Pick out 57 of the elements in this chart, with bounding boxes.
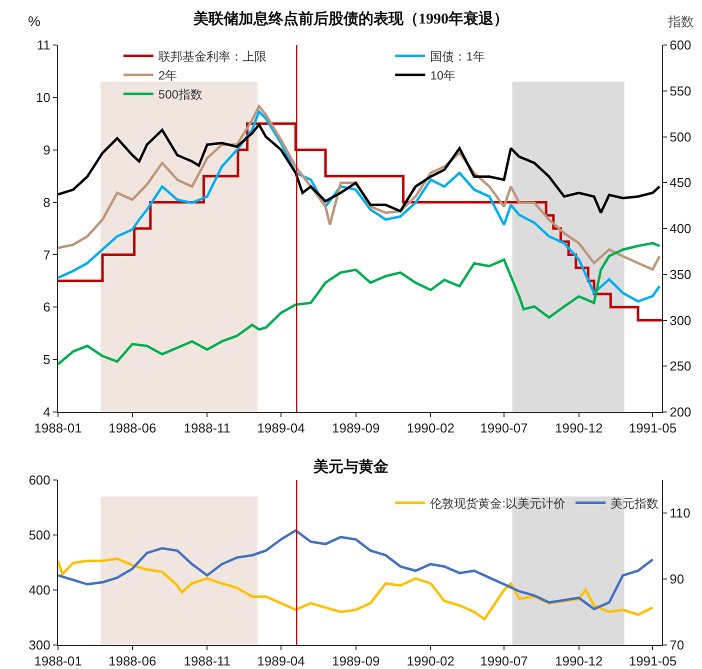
y-tick-label: 11 [36, 38, 50, 53]
line-series [58, 123, 661, 214]
y-tick-label: 10 [36, 90, 50, 105]
x-tick-label: 1991-05 [628, 420, 677, 436]
legend-label: 联邦基金利率：上限 [158, 50, 266, 64]
x-tick-label: 1989-09 [332, 420, 380, 436]
y-tick-label: 6 [43, 300, 50, 315]
x-tick-label: 1988-06 [108, 420, 156, 436]
y-tick-label: 5 [43, 352, 50, 368]
chart-title: 美元与黄金 [312, 457, 388, 476]
y-tick-label: 500 [28, 528, 50, 543]
chart-title: 美联储加息终点前后股债的表现（1990年衰退） [192, 9, 508, 28]
y2-axis-title: 指数 [667, 14, 694, 29]
x-tick-label: 1988-01 [34, 654, 82, 669]
y-tick-label: 7 [43, 247, 50, 262]
y2-tick-label: 400 [670, 221, 692, 236]
line-series [58, 529, 654, 610]
legend-label: 2年 [158, 68, 178, 83]
y2-tick-label: 90 [670, 572, 684, 587]
legend-label: 国债：1年 [430, 50, 485, 64]
y2-tick-label: 250 [670, 358, 692, 374]
line-series [58, 242, 661, 366]
x-tick-label: 1989-09 [332, 654, 380, 669]
y-tick-label: 600 [28, 472, 50, 488]
y2-tick-label: 110 [670, 506, 690, 521]
x-tick-label: 1990-07 [480, 420, 528, 436]
x-tick-label: 1990-12 [555, 654, 603, 669]
y2-tick-label: 450 [670, 175, 692, 190]
x-tick-label: 1988-11 [184, 420, 231, 436]
x-tick-label: 1991-05 [628, 654, 677, 669]
legend-label: 美元指数 [610, 496, 659, 510]
y2-tick-label: 200 [670, 404, 692, 420]
y-axis-title: % [28, 13, 40, 29]
y-tick-label: 9 [43, 142, 50, 158]
y2-tick-label: 600 [670, 38, 692, 53]
y-tick-label: 4 [43, 404, 50, 420]
y-tick-label: 400 [28, 582, 50, 598]
x-tick-label: 1990-02 [406, 654, 455, 669]
x-tick-label: 1988-11 [184, 654, 231, 669]
legend-label: 500指数 [158, 88, 202, 102]
y2-tick-label: 70 [670, 638, 684, 653]
x-tick-label: 1990-07 [480, 654, 528, 669]
legend-label: 伦敦现货黄金:以美元计价 [430, 496, 566, 510]
x-tick-label: 1990-02 [406, 420, 455, 436]
legend-label: 10年 [430, 68, 456, 83]
y2-tick-label: 500 [670, 129, 692, 144]
y2-tick-label: 300 [670, 312, 692, 328]
x-tick-label: 1989-04 [257, 654, 305, 669]
x-tick-label: 1988-06 [108, 654, 156, 669]
x-tick-label: 1989-04 [257, 420, 305, 436]
y-tick-label: 8 [43, 194, 50, 210]
line-series [58, 557, 654, 620]
y2-tick-label: 350 [670, 266, 692, 282]
x-tick-label: 1988-01 [34, 420, 82, 436]
y2-tick-label: 550 [670, 83, 692, 98]
x-tick-label: 1990-12 [555, 420, 603, 436]
y-tick-label: 300 [28, 638, 50, 653]
